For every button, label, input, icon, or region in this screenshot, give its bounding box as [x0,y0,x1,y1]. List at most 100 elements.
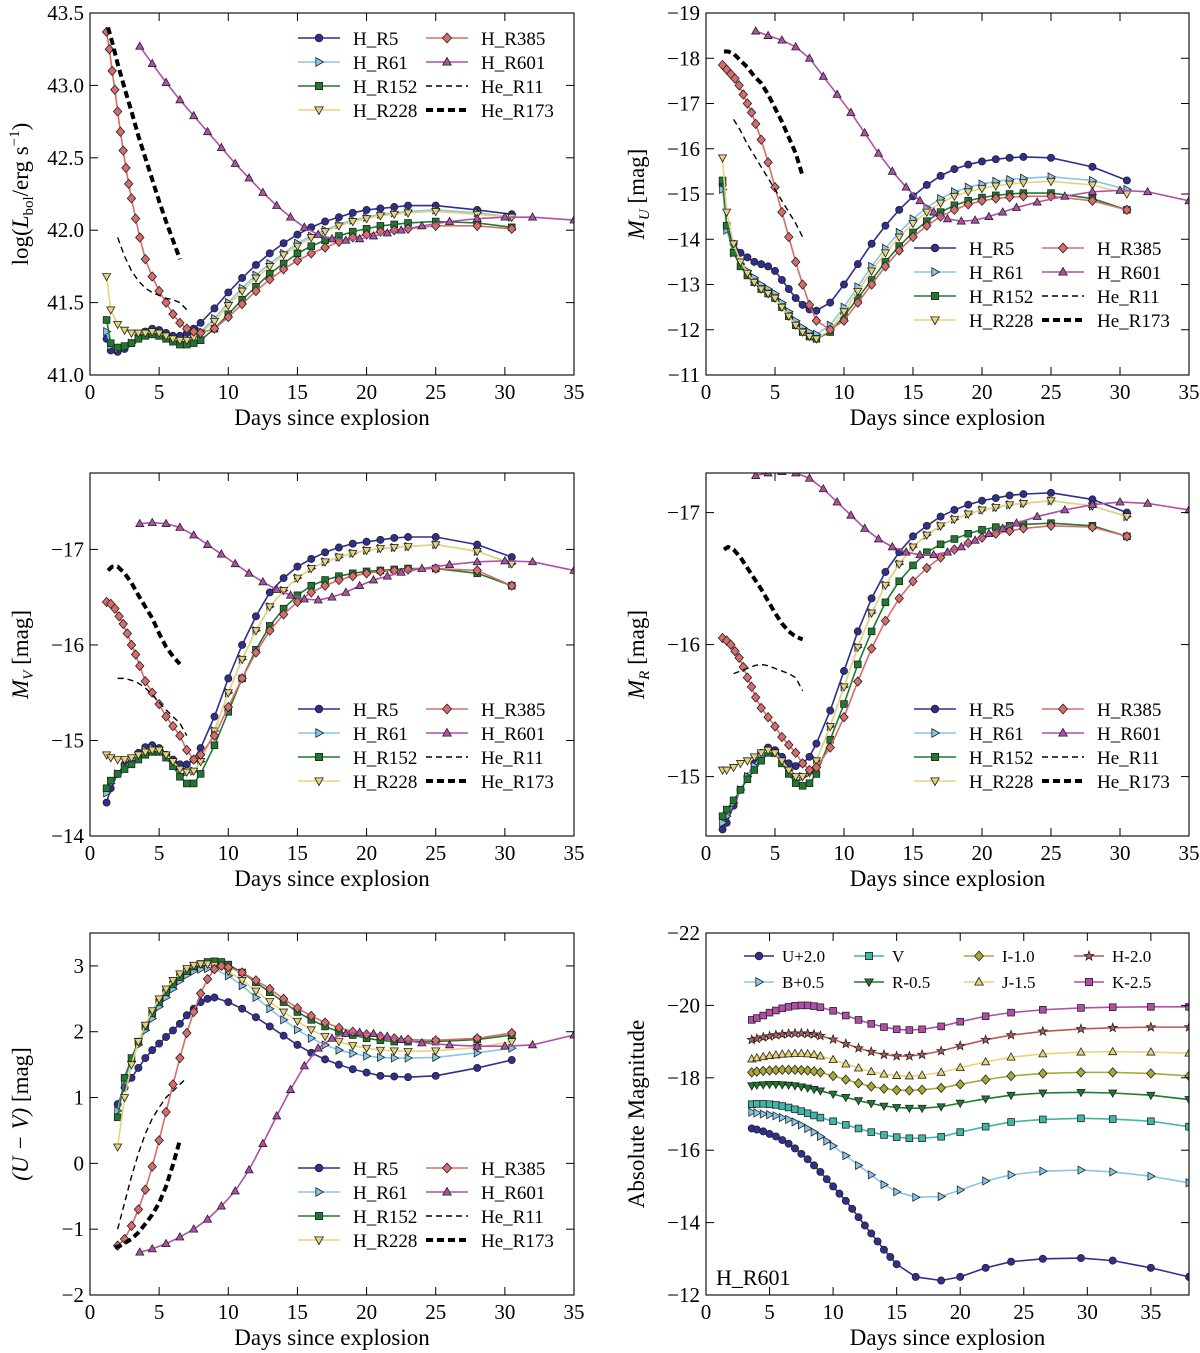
data-point-H_R228 [728,764,739,773]
data-point-H_R228 [251,274,261,284]
data-point-H_R601 [984,211,994,220]
data-point-H_R601 [244,568,254,577]
data-point-H_R385 [922,220,932,231]
data-point-H-2.0 [802,1027,814,1039]
data-point-U+2.0 [810,1161,819,1170]
data-point-H_R385 [110,84,120,95]
data-point-H_R5 [881,221,890,230]
data-point-H_R228 [133,1038,144,1047]
data-point-H_R228 [991,182,1001,191]
x-tick-label: 35 [1179,841,1200,865]
legend-label: H_R228 [353,101,417,122]
data-point-H_R601 [527,556,538,566]
data-point-H_R5 [991,155,1000,164]
legend-label: H_R601 [1097,724,1161,745]
data-point-H_R228 [866,609,877,618]
data-point-H_R385 [112,106,123,117]
y-tick-label: −15 [667,765,700,789]
data-point-R-0.5 [955,1099,965,1109]
data-point-H_R601 [929,207,939,216]
data-point-K-2.5 [829,1007,837,1015]
data-point-B+0.5 [748,1107,757,1117]
data-point-H_R385 [188,754,199,765]
data-point-H_R601 [285,212,296,221]
data-point-H_R228 [161,332,171,341]
data-point-K-2.5 [803,1001,812,1010]
data-point-H_R385 [922,562,932,574]
data-point-R-0.5 [771,1080,781,1090]
data-point-H_R152 [189,779,198,788]
legend-marker-H_R5 [930,704,940,714]
data-point-H_R601 [230,558,240,568]
data-point-H_R601 [175,1232,185,1241]
data-point-H_R601 [956,216,966,225]
x-tick-label: 5 [154,380,165,404]
data-point-H_R385 [251,647,261,658]
data-point-U+2.0 [835,1189,844,1198]
legend-marker-H_R601 [442,1186,452,1196]
series-line-He_R173 [723,49,805,177]
x-tick-label: 35 [564,380,585,404]
legend-marker-H_R601 [442,727,452,737]
data-point-H_R385 [265,274,275,285]
data-point-H_R5 [473,1063,482,1072]
data-point-H_R152 [978,526,986,534]
data-point-V [937,1133,945,1141]
axes-frame [89,932,575,1296]
data-point-R-0.5 [980,1095,991,1104]
legend-marker-H_R385 [1057,703,1069,715]
data-point-B+0.5 [1007,1170,1017,1180]
data-point-J-1.5 [1146,1047,1156,1056]
data-point-H_R601 [285,590,296,599]
data-point-H_R385 [168,1079,178,1090]
data-point-H_R228 [728,240,739,249]
legend-label: He_R11 [481,748,544,769]
y-tick-label: −16 [667,1138,700,1162]
data-point-H_R228 [334,1038,344,1047]
x-tick-label: 35 [564,1300,585,1324]
data-point-H_R601 [444,1039,455,1049]
data-point-V [791,1105,799,1114]
data-point-H_R5 [279,239,288,248]
data-point-J-1.5 [796,1048,807,1057]
data-point-I-1.0 [980,1074,991,1085]
data-point-H_R601 [417,220,427,230]
data-point-H_R385 [389,224,399,236]
data-point-H_R152 [113,1113,122,1122]
data-point-H_R5 [348,208,357,217]
data-point-J-1.5 [904,1070,915,1080]
data-point-H_R5 [265,1022,274,1031]
data-point-H_R385 [1004,525,1015,537]
data-point-H_R601 [846,107,856,116]
data-point-H_R5 [162,1033,171,1041]
panel-mu: 0 5 10 15 20 25 30 35 −11 −12 −13 −14 −15 −16 −17 −18 −1… [624,1,1200,430]
data-point-H_R152 [750,766,759,774]
data-point-H_R228 [472,547,482,557]
data-point-H_R601 [272,584,282,593]
data-point-H_R228 [1087,181,1098,190]
data-point-H_R228 [182,768,192,778]
data-point-H_R385 [1122,204,1132,216]
data-point-H_R601 [285,1084,296,1093]
data-point-H_R5 [348,539,357,548]
legend-label: H_R61 [969,724,1024,745]
data-point-H_R228 [112,1143,123,1152]
data-point-H_R228 [722,208,732,218]
data-point-R-0.5 [764,1080,775,1090]
data-point-H_R601 [901,182,911,191]
y-tick-label: −16 [667,137,700,161]
data-point-H_R385 [147,687,157,698]
data-point-H_R228 [147,1007,157,1016]
data-point-H-2.0 [1107,1022,1119,1033]
data-point-U+2.0 [854,1213,863,1222]
data-point-H_R228 [209,318,220,327]
data-point-H_R601 [354,233,365,243]
legend-label: H_R5 [353,1159,398,1180]
data-point-V [1039,1115,1047,1124]
data-point-H_R228 [763,290,773,299]
data-point-H_R5 [826,298,835,307]
data-point-H_R385 [278,993,289,1005]
data-point-H_R152 [798,782,807,790]
data-point-H_R5 [321,548,330,557]
data-point-H_R228 [101,273,112,282]
